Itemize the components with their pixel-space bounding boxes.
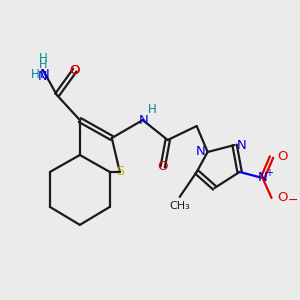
Text: O: O: [278, 151, 288, 164]
Text: −: −: [287, 194, 298, 207]
Text: +: +: [265, 168, 272, 178]
Text: N: N: [196, 146, 206, 158]
Text: O: O: [278, 191, 288, 204]
Text: N: N: [139, 114, 148, 127]
Text: N: N: [38, 70, 48, 83]
Text: N: N: [258, 172, 267, 184]
Text: H: H: [31, 68, 39, 81]
Text: O: O: [70, 64, 80, 76]
Text: O: O: [158, 160, 168, 173]
Text: N: N: [237, 139, 246, 152]
Text: CH₃: CH₃: [169, 201, 190, 211]
Text: S: S: [116, 166, 124, 178]
Text: O: O: [70, 64, 80, 76]
Text: H: H: [148, 103, 157, 116]
Text: H: H: [39, 60, 47, 70]
Text: N: N: [40, 68, 50, 81]
Text: H: H: [39, 52, 47, 65]
